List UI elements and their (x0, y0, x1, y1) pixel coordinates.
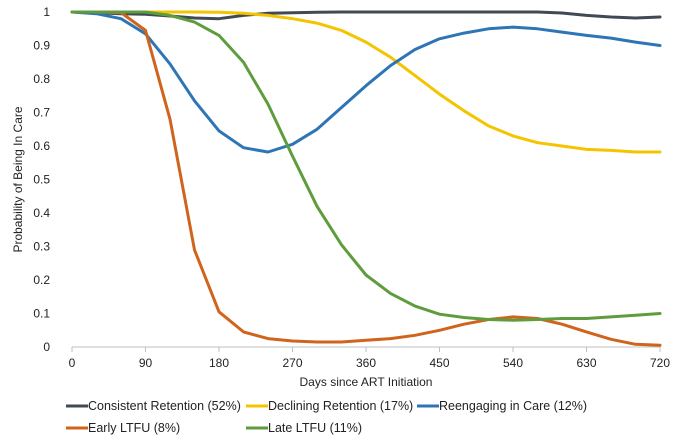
y-tick-label: 0.9 (33, 39, 50, 53)
y-tick-label: 0.1 (33, 307, 50, 321)
y-tick-label: 0 (43, 340, 50, 354)
y-tick-label: 0.6 (33, 139, 50, 153)
y-tick-label: 0.2 (33, 273, 50, 287)
x-tick-label: 0 (69, 356, 76, 370)
y-tick-label: 0.7 (33, 106, 50, 120)
y-tick-label: 1 (43, 5, 50, 19)
legend: Consistent Retention (52%) Declining Rete… (66, 399, 587, 435)
series-line-early-ltfu (70, 10, 662, 347)
x-tick-label: 450 (429, 356, 449, 370)
x-axis-title: Days since ART Initiation (300, 375, 433, 389)
x-tick-label: 720 (650, 356, 670, 370)
x-tick-label: 270 (282, 356, 302, 370)
x-tick-label: 180 (209, 356, 229, 370)
y-tick-label: 0.5 (33, 173, 50, 187)
y-tick-label: 0.3 (33, 240, 50, 254)
y-axis-title: Probability of Being In Care (11, 106, 25, 252)
series-line-late-ltfu (70, 10, 662, 322)
x-tick-label: 630 (576, 356, 596, 370)
x-tick-marks (71, 347, 661, 352)
series-lines (70, 10, 662, 347)
x-tick-labels: 0 90 180 270 360 450 540 630 720 (69, 356, 671, 370)
y-tick-labels: 0 0.1 0.2 0.3 0.4 0.5 0.6 0.7 0.8 0.9 1 (33, 5, 50, 354)
legend-label-consistent-retention: Consistent Retention (52%) (88, 399, 241, 413)
y-tick-label: 0.4 (33, 206, 50, 220)
series-line-reengaging-in-care (70, 10, 662, 154)
legend-label-declining-retention: Declining Retention (17%) (268, 399, 413, 413)
legend-label-late-ltfu: Late LTFU (11%) (268, 421, 362, 435)
legend-label-early-ltfu: Early LTFU (8%) (88, 421, 180, 435)
series-line-declining-retention (70, 10, 662, 154)
legend-label-reengaging-in-care: Reengaging in Care (12%) (439, 399, 587, 413)
x-tick-label: 360 (356, 356, 376, 370)
y-tick-label: 0.8 (33, 72, 50, 86)
x-tick-label: 540 (503, 356, 523, 370)
x-tick-label: 90 (139, 356, 153, 370)
